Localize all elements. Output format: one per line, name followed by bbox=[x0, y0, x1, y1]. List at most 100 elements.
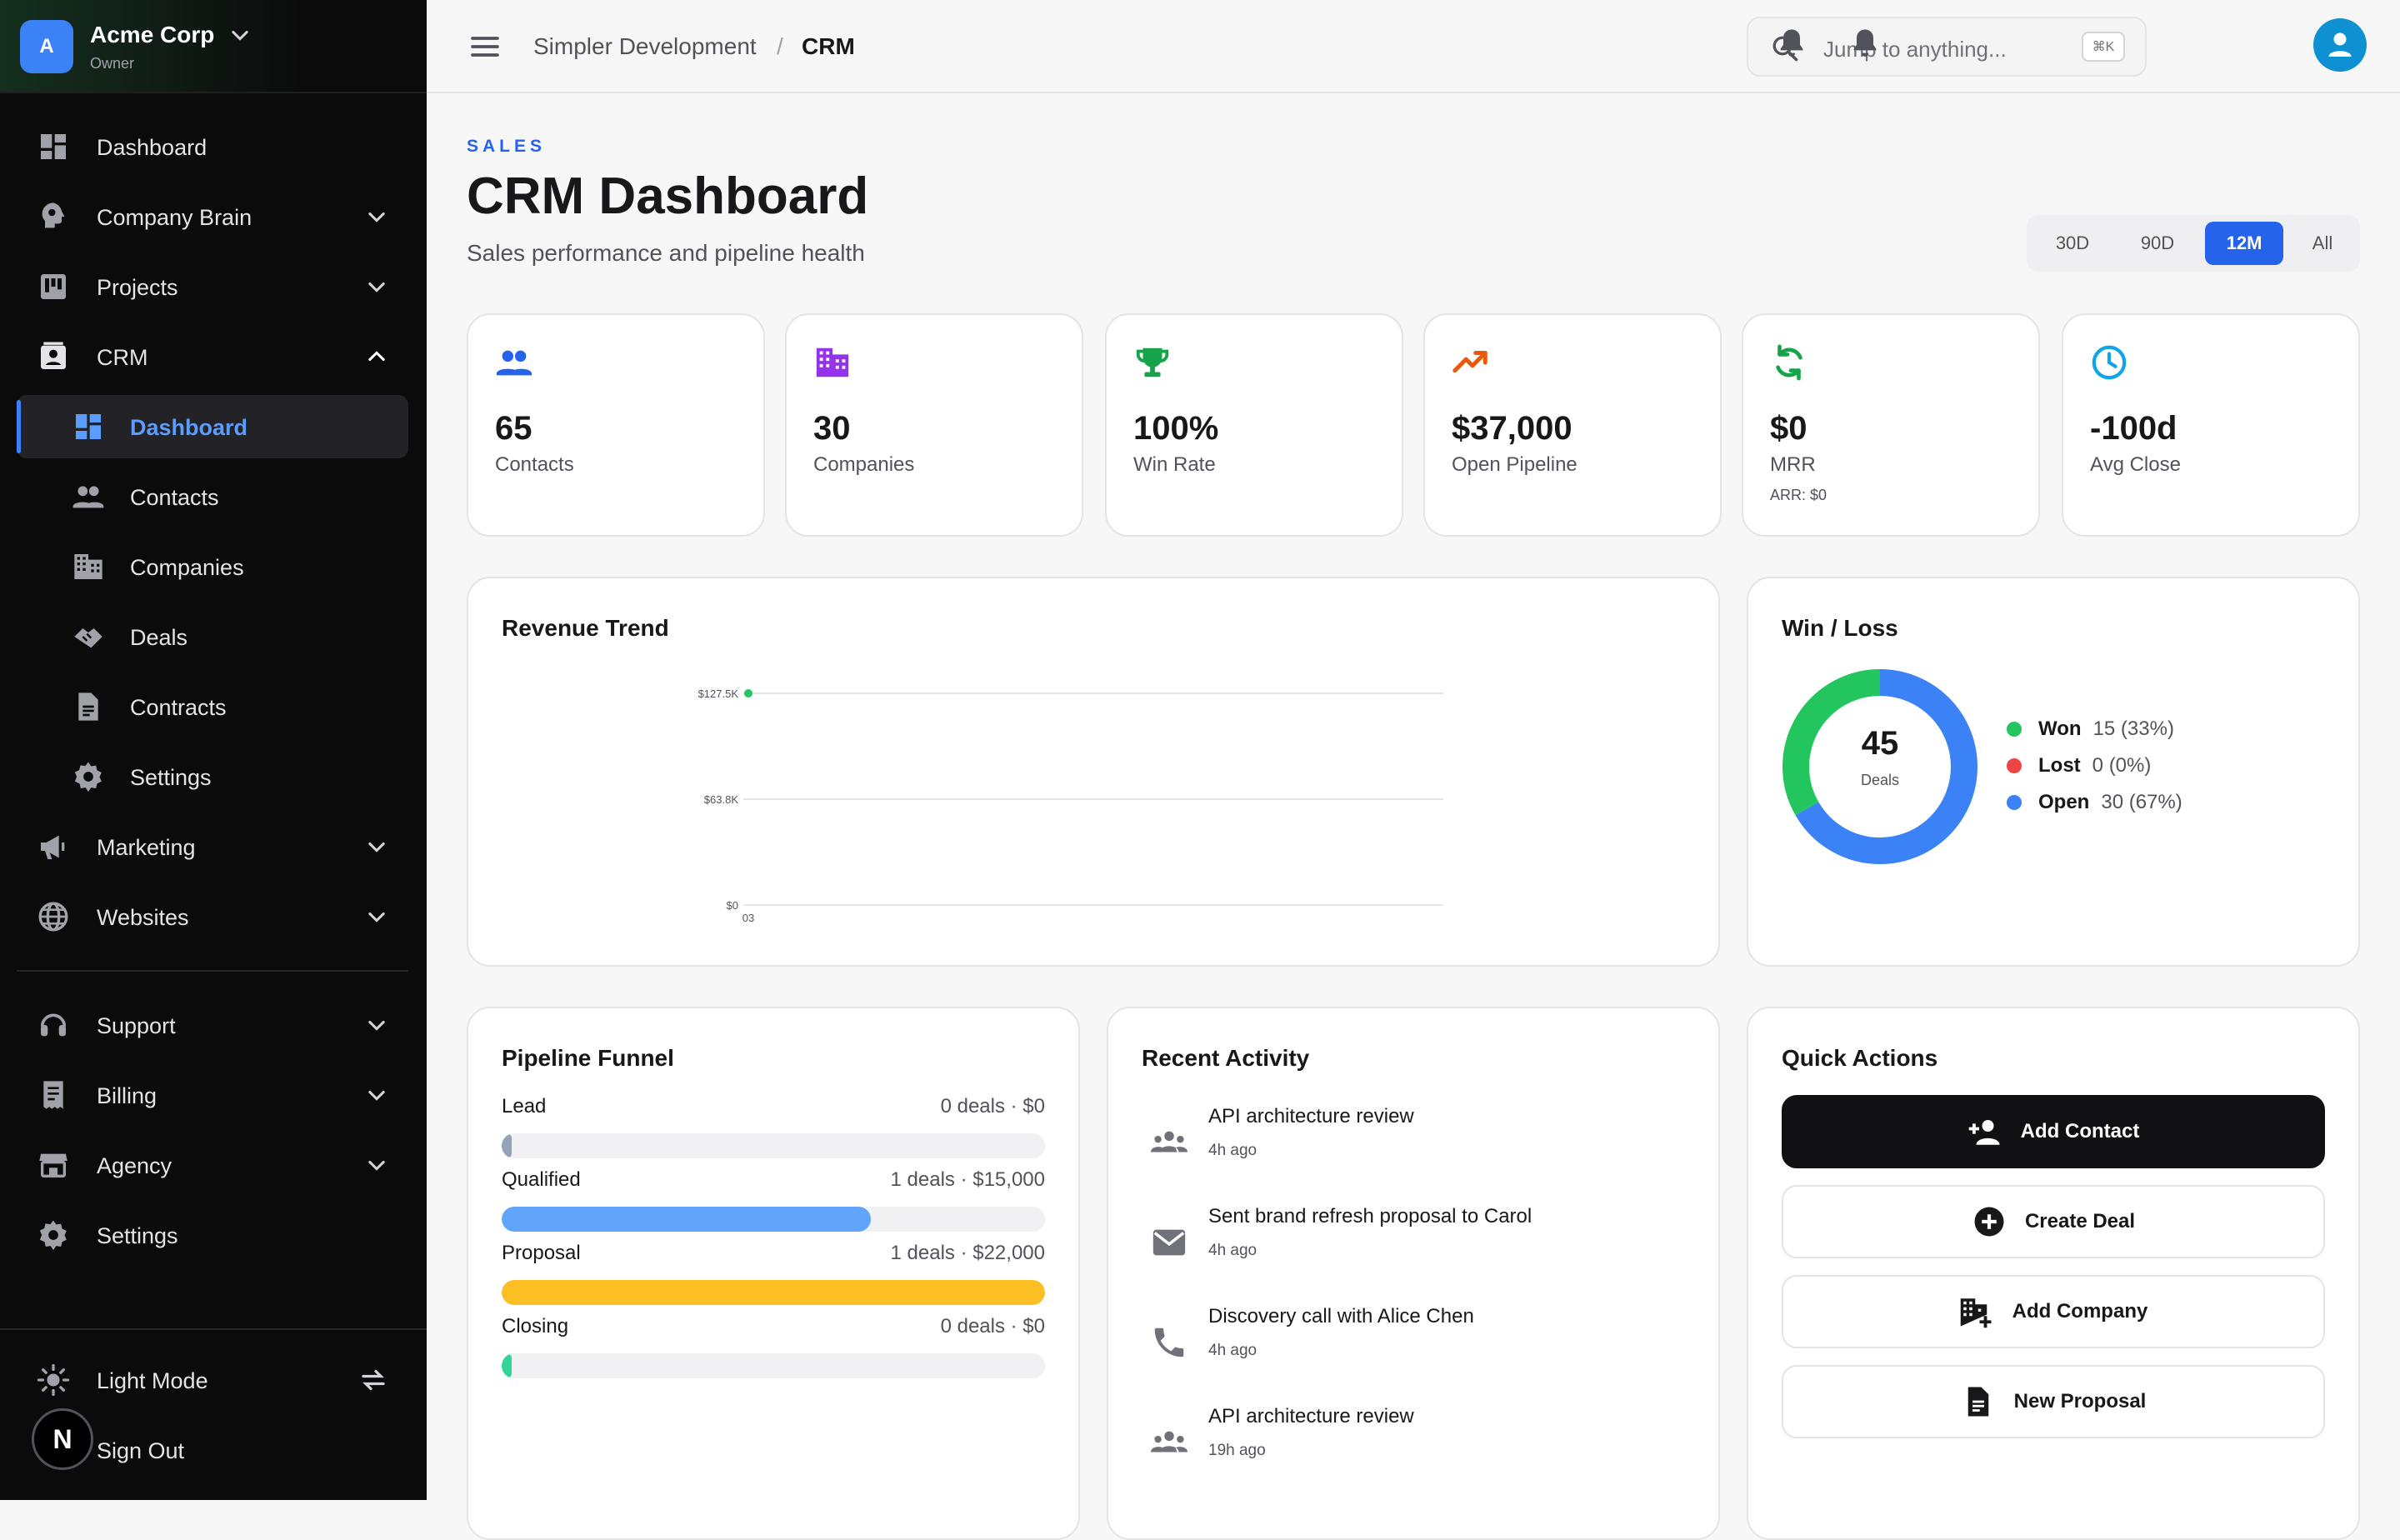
activity-item[interactable]: API architecture review 4h ago bbox=[1142, 1105, 1708, 1188]
legend-dot bbox=[2007, 758, 2022, 773]
stage-bar bbox=[502, 1133, 512, 1158]
top-bar: Simpler Development / CRM Jump to anythi… bbox=[427, 0, 2400, 93]
headset-icon bbox=[40, 1013, 67, 1037]
activity-item[interactable]: API architecture review 19h ago bbox=[1142, 1405, 1708, 1488]
range-all[interactable]: All bbox=[2312, 232, 2333, 253]
funnel-stage-lead[interactable]: Lead 0 deals · $0 bbox=[502, 1095, 1045, 1162]
stat-value: 30 bbox=[813, 410, 851, 447]
light-mode-toggle[interactable]: Light Mode bbox=[17, 1348, 408, 1412]
dashboard-icon bbox=[76, 414, 101, 439]
stat-card-open-pipeline[interactable]: $37,000 Open Pipeline bbox=[1423, 313, 1722, 537]
storefront-icon bbox=[39, 1153, 68, 1178]
donut-total: 45 bbox=[1861, 725, 1899, 762]
sidebar-item-agency[interactable]: Agency bbox=[17, 1133, 408, 1197]
group-icon bbox=[1150, 1131, 1188, 1152]
add-contact-button[interactable]: Add Contact bbox=[1782, 1095, 2325, 1168]
sidebar-subitem-crm-dashboard[interactable]: Dashboard bbox=[17, 395, 408, 458]
sidebar-item-marketing[interactable]: Marketing bbox=[17, 815, 408, 878]
new-proposal-label: New Proposal bbox=[2013, 1390, 2147, 1412]
y-tick-label: $127.5K bbox=[698, 688, 739, 700]
sidebar-item-dashboard[interactable]: Dashboard bbox=[17, 115, 408, 178]
chevron-down-icon bbox=[368, 1160, 385, 1171]
stat-card-mrr[interactable]: $0 MRR ARR: $0 bbox=[1742, 313, 2040, 537]
document-icon bbox=[1968, 1387, 1988, 1417]
add-building-icon bbox=[1960, 1298, 1992, 1328]
stat-subvalue: ARR: $0 bbox=[1770, 487, 1828, 503]
legend-name: Lost bbox=[2038, 754, 2081, 777]
avatar[interactable] bbox=[2313, 18, 2367, 72]
sidebar-divider bbox=[0, 1328, 427, 1330]
sidebar-item-company-brain[interactable]: Company Brain bbox=[17, 185, 408, 248]
sidebar-item-projects[interactable]: Projects bbox=[17, 255, 408, 318]
sidebar-subitem-contacts[interactable]: Contacts bbox=[17, 465, 408, 528]
building-icon bbox=[816, 348, 849, 378]
user-icon bbox=[2328, 32, 2352, 57]
new-proposal-button[interactable]: New Proposal bbox=[1782, 1365, 2325, 1438]
swap-icon bbox=[362, 1369, 385, 1391]
stat-label: Avg Close bbox=[2090, 453, 2181, 476]
create-deal-label: Create Deal bbox=[2024, 1210, 2136, 1232]
stat-value: 65 bbox=[495, 410, 532, 447]
search-placeholder: Jump to anything... bbox=[1823, 37, 2007, 62]
data-point[interactable] bbox=[744, 689, 752, 698]
stage-name: Proposal bbox=[502, 1242, 581, 1264]
activity-text: API architecture review bbox=[1208, 1105, 1414, 1128]
chevron-up-icon bbox=[368, 351, 385, 362]
activity-text: Discovery call with Alice Chen bbox=[1208, 1305, 1474, 1328]
create-deal-button[interactable]: Create Deal bbox=[1782, 1185, 2325, 1258]
range-30d[interactable]: 30D bbox=[2055, 232, 2090, 253]
sidebar-subitem-contracts[interactable]: Contracts bbox=[17, 675, 408, 738]
sidebar-subitem-label: Deals bbox=[130, 625, 188, 650]
sidebar-item-label: Company Brain bbox=[97, 205, 252, 230]
bell-icon[interactable] bbox=[1848, 25, 1882, 62]
range-90d[interactable]: 90D bbox=[2140, 232, 2175, 253]
bell-icon[interactable] bbox=[1775, 25, 1808, 62]
sidebar-subitem-companies[interactable]: Companies bbox=[17, 535, 408, 598]
chevron-down-icon bbox=[232, 30, 248, 41]
legend-name: Open bbox=[2038, 791, 2090, 813]
handshake-icon bbox=[74, 628, 102, 648]
sidebar-item-billing[interactable]: Billing bbox=[17, 1063, 408, 1127]
stat-card-contacts[interactable]: 65 Contacts bbox=[467, 313, 765, 537]
funnel-stage-proposal[interactable]: Proposal 1 deals · $22,000 bbox=[502, 1242, 1045, 1308]
sidebar-item-settings[interactable]: Settings bbox=[17, 1203, 408, 1267]
search-input[interactable]: Jump to anything... ⌘K bbox=[1747, 17, 2147, 77]
sidebar-item-label: Projects bbox=[97, 275, 178, 300]
stage-track bbox=[502, 1207, 1045, 1232]
org-switcher[interactable]: A Acme Corp Owner bbox=[0, 0, 427, 93]
sidebar-subitem-crm-settings[interactable]: Settings bbox=[17, 745, 408, 808]
stat-card-companies[interactable]: 30 Companies bbox=[785, 313, 1083, 537]
sidebar-subitem-deals[interactable]: Deals bbox=[17, 605, 408, 668]
breadcrumb-workspace[interactable]: Simpler Development bbox=[533, 33, 757, 59]
trending-up-icon bbox=[1452, 351, 1488, 373]
chevron-down-icon bbox=[368, 212, 385, 222]
funnel-stage-closing[interactable]: Closing 0 deals · $0 bbox=[502, 1315, 1045, 1382]
stage-info: 1 deals · $15,000 bbox=[890, 1168, 1045, 1191]
stage-info: 0 deals · $0 bbox=[940, 1095, 1045, 1118]
sidebar-item-label: Billing bbox=[97, 1083, 158, 1108]
stat-card-avg-close[interactable]: -100d Avg Close bbox=[2062, 313, 2360, 537]
menu-icon[interactable] bbox=[468, 30, 502, 63]
mail-icon bbox=[1152, 1229, 1186, 1256]
breadcrumb-current: CRM bbox=[802, 33, 855, 59]
activity-item[interactable]: Discovery call with Alice Chen 4h ago bbox=[1142, 1305, 1708, 1388]
sidebar-item-crm[interactable]: CRM bbox=[17, 325, 408, 388]
add-company-button[interactable]: Add Company bbox=[1782, 1275, 2325, 1348]
funnel-stage-qualified[interactable]: Qualified 1 deals · $15,000 bbox=[502, 1168, 1045, 1235]
stat-card-win-rate[interactable]: 100% Win Rate bbox=[1105, 313, 1403, 537]
activity-item[interactable]: Sent brand refresh proposal to Carol 4h … bbox=[1142, 1205, 1708, 1288]
sidebar-item-label: Dashboard bbox=[97, 135, 208, 160]
donut-slice-won[interactable] bbox=[1782, 669, 1978, 864]
stage-bar bbox=[502, 1353, 512, 1378]
stat-label: Contacts bbox=[495, 453, 574, 476]
activity-text: Sent brand refresh proposal to Carol bbox=[1208, 1205, 1532, 1228]
stage-info: 1 deals · $22,000 bbox=[890, 1242, 1045, 1264]
sidebar-item-support[interactable]: Support bbox=[17, 993, 408, 1057]
sidebar-item-websites[interactable]: Websites bbox=[17, 885, 408, 948]
recent-activity-card: Recent Activity API architecture review … bbox=[1107, 1007, 1720, 1540]
legend-value: 30 (67%) bbox=[2101, 791, 2182, 813]
nextjs-badge[interactable]: N bbox=[32, 1408, 93, 1470]
range-12m[interactable]: 12M bbox=[2205, 222, 2283, 265]
breadcrumb-separator: / bbox=[777, 33, 783, 59]
stat-value: $37,000 bbox=[1452, 410, 1572, 447]
